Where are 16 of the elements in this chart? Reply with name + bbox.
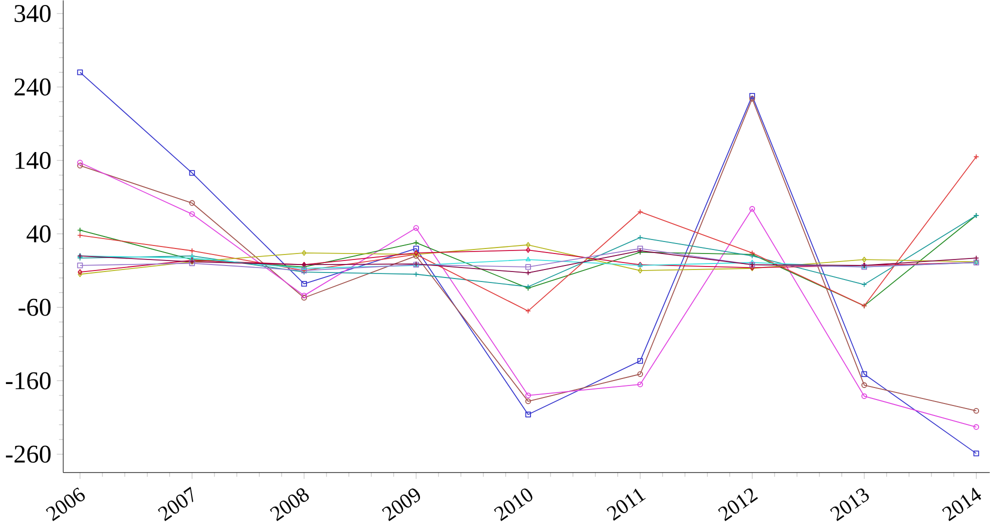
y-tick-label: 40 <box>26 225 51 243</box>
y-tick-label: -160 <box>6 372 51 390</box>
x-tick-label: 2009 <box>382 488 420 522</box>
x-tick-label: 2010 <box>494 488 532 522</box>
y-tick-label: 240 <box>14 78 51 96</box>
x-tick-label: 2007 <box>158 486 194 522</box>
x-tick-label: 2008 <box>270 488 309 522</box>
x-tick-label: 2012 <box>718 488 758 522</box>
x-tick-label: 2006 <box>46 488 85 522</box>
y-tick-label: 340 <box>14 5 51 22</box>
y-tick-label: 140 <box>16 152 51 170</box>
y-tick-label: -60 <box>18 298 51 316</box>
x-tick-label: 2014 <box>942 488 982 522</box>
y-tick-label: -260 <box>6 446 51 463</box>
x-tick-label: 2013 <box>830 488 869 522</box>
x-tick-label: 2011 <box>606 488 646 521</box>
